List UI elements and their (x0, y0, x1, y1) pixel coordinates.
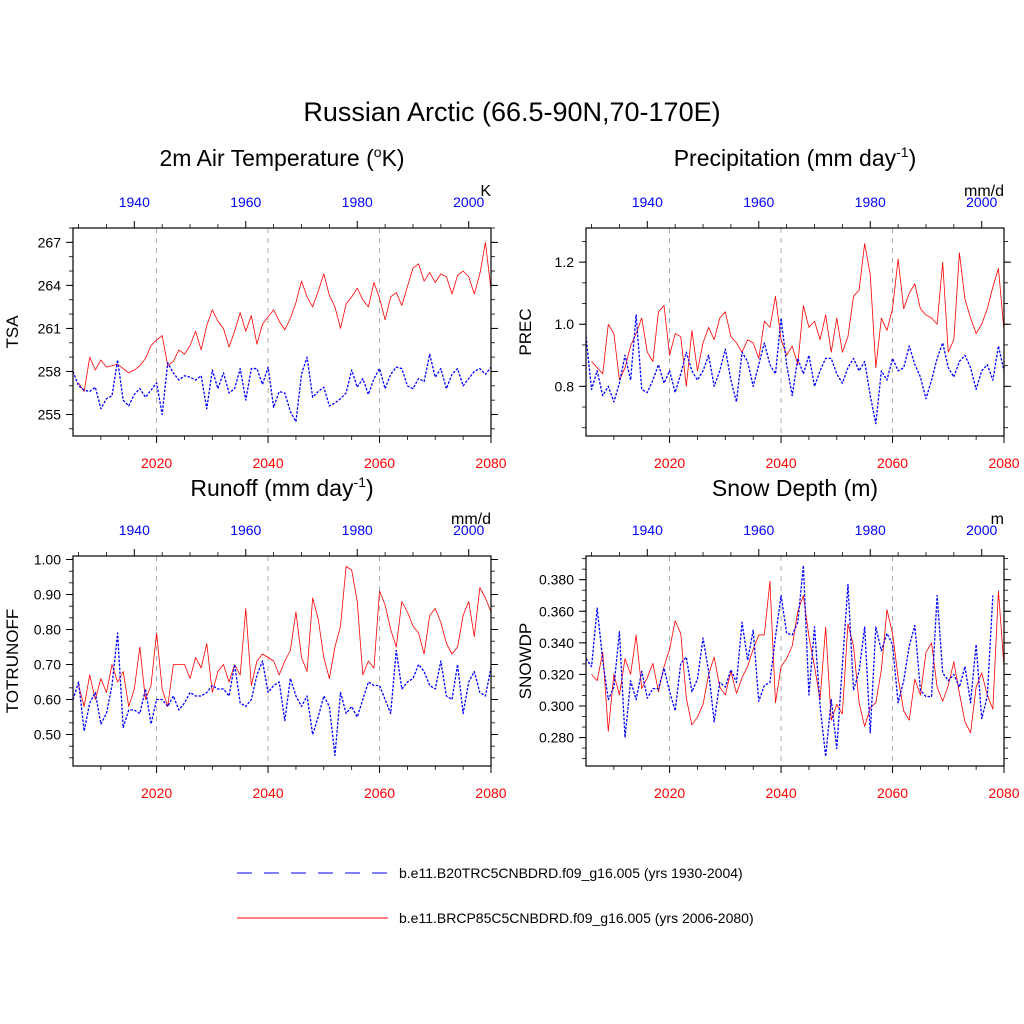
y-tick-label: 0.280 (539, 730, 574, 746)
x-tick-label-top: 2000 (966, 194, 997, 210)
x-tick-label-top: 1960 (230, 522, 261, 538)
figure-title: Russian Arctic (66.5-90N,70-170E) (303, 97, 720, 127)
x-tick-label-top: 1980 (342, 194, 373, 210)
x-tick-label-bottom: 2060 (364, 455, 395, 471)
x-tick-label-top: 1960 (230, 194, 261, 210)
x-tick-label-top: 1980 (855, 194, 886, 210)
x-tick-label-top: 1940 (119, 522, 150, 538)
x-tick-label-bottom: 2040 (252, 455, 283, 471)
x-tick-label-top: 1960 (743, 522, 774, 538)
chart-panel-tsa: 2m Air Temperature (oK) K TSA 255 258 261 264 2… (3, 144, 507, 471)
x-tick-label-top: 1960 (743, 194, 774, 210)
y-axis-label: TOTRUNOFF (3, 609, 22, 714)
chart-panel-prec: Precipitation (mm day-1) mm/d PREC 0.8 1.0 1.… (516, 144, 1020, 471)
plot-frame (585, 555, 1005, 767)
x-tick-label-bottom: 2020 (141, 785, 172, 801)
y-tick-label: 0.90 (34, 587, 61, 603)
panel-title: Snow Depth (m) (712, 475, 878, 501)
legend: b.e11.B20TRC5CNBDRD.f09_g16.005 (yrs 193… (237, 865, 754, 926)
x-tick-label-bottom: 2080 (988, 785, 1019, 801)
x-tick-label-bottom: 2040 (765, 785, 796, 801)
x-tick-label-bottom: 2060 (364, 785, 395, 801)
x-tick-label-top: 1940 (119, 194, 150, 210)
series-line-future (591, 580, 1004, 734)
x-tick-label-top: 1940 (632, 194, 663, 210)
chart-panel-totrunoff: Runoff (mm day-1) mm/d TOTRUNOFF 0.50 0.60 0.… (3, 474, 507, 801)
y-tick-label: 1.0 (555, 316, 575, 332)
series-line-future (78, 566, 491, 707)
y-tick-label: 0.80 (34, 622, 61, 638)
y-tick-label: 255 (38, 406, 62, 422)
y-tick-label: 0.300 (539, 698, 574, 714)
y-tick-label: 1.00 (34, 552, 61, 568)
x-tick-label-top: 1980 (855, 522, 886, 538)
y-tick-label: 1.2 (555, 254, 575, 270)
y-tick-label: 0.8 (555, 378, 575, 394)
series-line-future (78, 241, 491, 392)
x-tick-label-top: 2000 (453, 194, 484, 210)
y-tick-label: 0.50 (34, 727, 61, 743)
units-label: K (480, 183, 491, 200)
x-tick-label-top: 2000 (453, 522, 484, 538)
units-label: m (991, 511, 1004, 528)
x-tick-label-bottom: 2040 (765, 455, 796, 471)
x-tick-label-bottom: 2080 (475, 455, 506, 471)
x-tick-label-top: 2000 (966, 522, 997, 538)
y-tick-label: 267 (38, 234, 62, 250)
series-line-historical (73, 632, 491, 757)
units-label: mm/d (451, 511, 491, 528)
y-tick-label: 0.320 (539, 666, 574, 682)
y-axis-label: PREC (516, 308, 535, 355)
y-tick-label: 0.70 (34, 657, 61, 673)
y-tick-label: 0.60 (34, 692, 61, 708)
y-tick-label: 258 (38, 363, 62, 379)
legend-label-historical: b.e11.B20TRC5CNBDRD.f09_g16.005 (yrs 193… (399, 865, 743, 881)
y-tick-label: 0.380 (539, 572, 574, 588)
plot-frame (72, 227, 492, 437)
chart-panels: 2m Air Temperature (oK) K TSA 255 258 261 264 2… (3, 144, 1020, 801)
x-tick-label-bottom: 2080 (988, 455, 1019, 471)
x-tick-label-bottom: 2060 (877, 455, 908, 471)
plot-frame (585, 227, 1005, 437)
x-tick-label-top: 1980 (342, 522, 373, 538)
chart-panel-snowdp: Snow Depth (m) m SNOWDP 0.280 0.300 0.320 0.34… (516, 475, 1020, 801)
y-axis-label: SNOWDP (516, 623, 535, 700)
series-line-historical (586, 314, 1004, 425)
panel-title: Runoff (mm day-1) (190, 474, 373, 501)
series-line-future (591, 243, 1004, 387)
y-tick-label: 264 (38, 277, 62, 293)
y-tick-label: 261 (38, 320, 62, 336)
panel-title: Precipitation (mm day-1) (674, 144, 917, 171)
panel-title: 2m Air Temperature (oK) (159, 144, 404, 171)
legend-label-future: b.e11.BRCP85C5CNBDRD.f09_g16.005 (yrs 20… (399, 910, 754, 926)
x-tick-label-bottom: 2020 (654, 455, 685, 471)
y-tick-label: 0.360 (539, 603, 574, 619)
series-line-historical (73, 353, 491, 423)
x-tick-label-bottom: 2020 (654, 785, 685, 801)
series-line-historical (586, 564, 994, 758)
y-tick-label: 0.340 (539, 635, 574, 651)
x-tick-label-bottom: 2060 (877, 785, 908, 801)
y-axis-label: TSA (3, 315, 22, 349)
x-tick-label-top: 1940 (632, 522, 663, 538)
x-tick-label-bottom: 2020 (141, 455, 172, 471)
units-label: mm/d (964, 183, 1004, 200)
x-tick-label-bottom: 2040 (252, 785, 283, 801)
plot-frame (72, 555, 492, 767)
x-tick-label-bottom: 2080 (475, 785, 506, 801)
